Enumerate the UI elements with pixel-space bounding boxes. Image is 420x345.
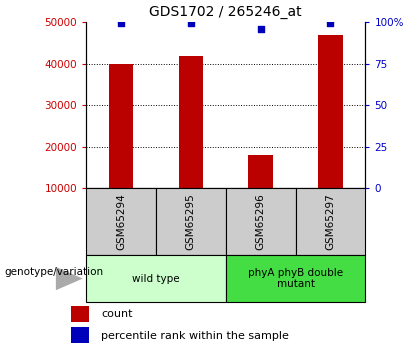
Text: wild type: wild type	[132, 274, 180, 284]
Bar	[249, 155, 273, 188]
Text: count: count	[101, 309, 133, 319]
Text: GSM65294: GSM65294	[116, 193, 126, 250]
Polygon shape	[56, 267, 83, 290]
Bar	[109, 64, 133, 188]
FancyBboxPatch shape	[296, 188, 365, 255]
Text: percentile rank within the sample: percentile rank within the sample	[101, 331, 289, 341]
FancyBboxPatch shape	[226, 255, 365, 302]
Point	[327, 20, 334, 26]
FancyBboxPatch shape	[156, 188, 226, 255]
Point	[118, 20, 124, 26]
Text: GSM65295: GSM65295	[186, 193, 196, 250]
Bar	[318, 35, 343, 188]
Bar	[71, 327, 89, 343]
Title: GDS1702 / 265246_at: GDS1702 / 265246_at	[150, 4, 302, 19]
FancyBboxPatch shape	[86, 255, 226, 302]
Text: genotype/variation: genotype/variation	[4, 267, 103, 277]
Bar	[178, 56, 203, 188]
Point	[187, 20, 194, 26]
Bar	[71, 306, 89, 322]
FancyBboxPatch shape	[86, 188, 156, 255]
FancyBboxPatch shape	[226, 188, 296, 255]
Text: GSM65297: GSM65297	[326, 193, 336, 250]
Text: phyA phyB double
mutant: phyA phyB double mutant	[248, 268, 343, 289]
Text: GSM65296: GSM65296	[256, 193, 266, 250]
Point	[257, 26, 264, 32]
